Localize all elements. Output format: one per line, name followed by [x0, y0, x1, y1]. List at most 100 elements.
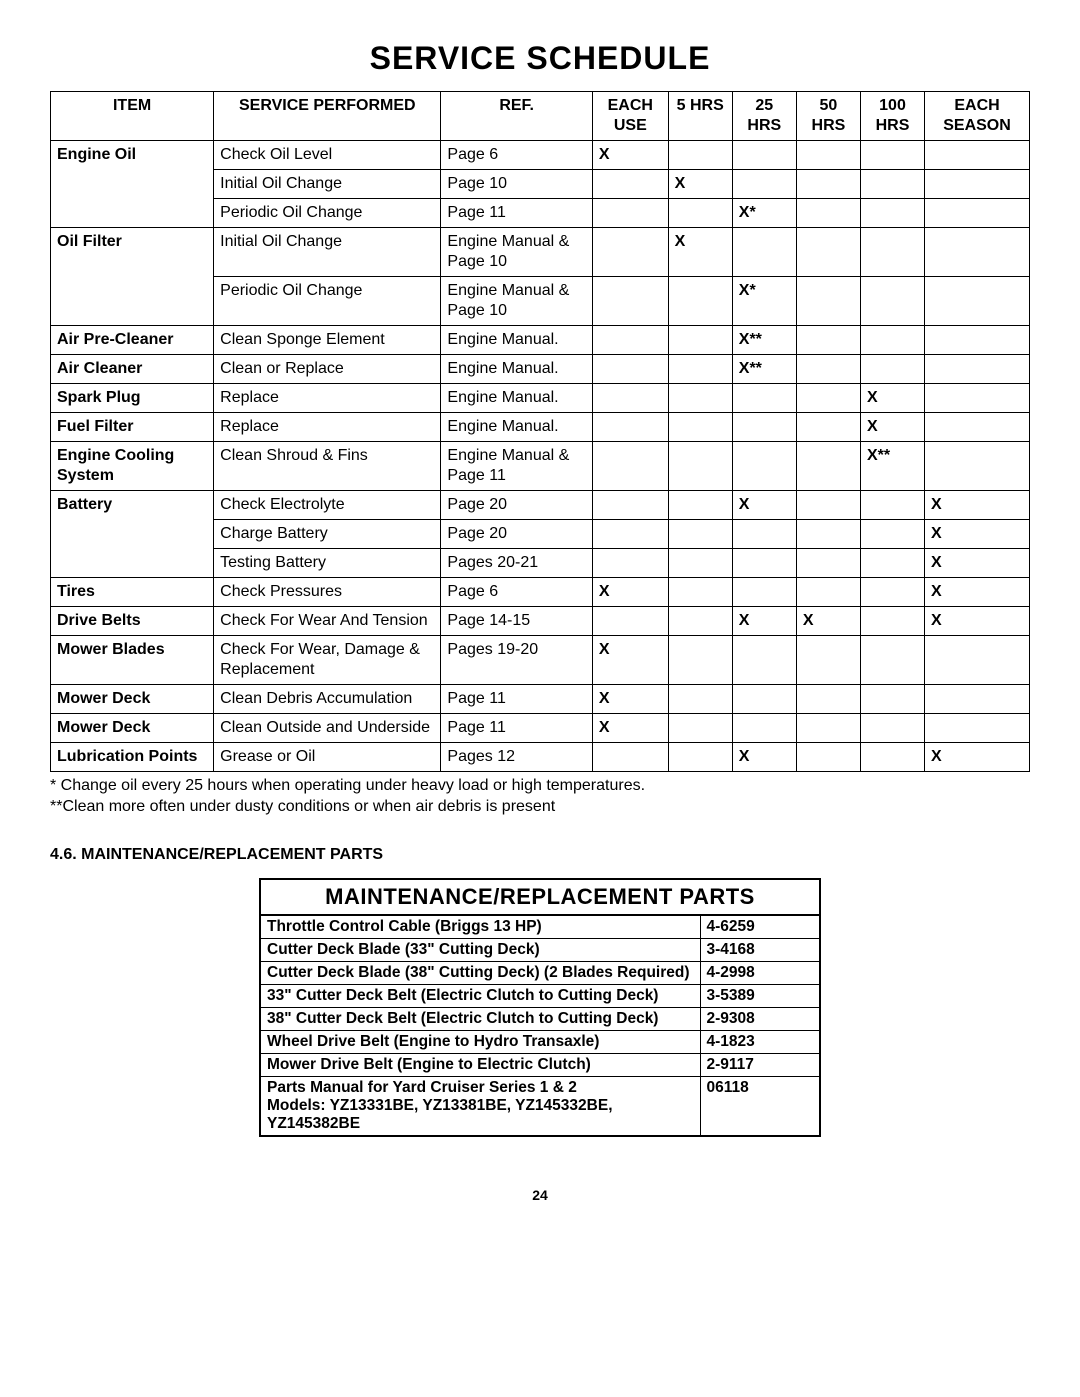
- hrs5-cell: [668, 355, 732, 384]
- service-cell: Clean Shroud & Fins: [214, 442, 441, 491]
- hrs50-cell: [796, 326, 860, 355]
- item-cell: Spark Plug: [51, 384, 214, 413]
- service-cell: Check For Wear And Tension: [214, 607, 441, 636]
- each-use-cell: [592, 199, 668, 228]
- season-cell: X: [925, 549, 1030, 578]
- hrs100-cell: [860, 355, 924, 384]
- col-each-use: EACH USE: [592, 92, 668, 141]
- ref-cell: Engine Manual & Page 10: [441, 228, 593, 277]
- table-row: Oil FilterInitial Oil ChangeEngine Manua…: [51, 228, 1030, 277]
- hrs5-cell: X: [668, 170, 732, 199]
- footnote-dblstar: **Clean more often under dusty condition…: [50, 797, 1030, 818]
- parts-row: Cutter Deck Blade (33" Cutting Deck)3-41…: [260, 938, 820, 961]
- hrs25-cell: [732, 520, 796, 549]
- table-row: TiresCheck PressuresPage 6XX: [51, 578, 1030, 607]
- item-cell: Engine Oil: [51, 141, 214, 228]
- hrs25-cell: [732, 714, 796, 743]
- each-use-cell: X: [592, 141, 668, 170]
- parts-table: MAINTENANCE/REPLACEMENT PARTS Throttle C…: [259, 878, 821, 1137]
- col-100-hrs: 100 HRS: [860, 92, 924, 141]
- each-use-cell: [592, 520, 668, 549]
- service-cell: Periodic Oil Change: [214, 199, 441, 228]
- parts-row: Parts Manual for Yard Cruiser Series 1 &…: [260, 1076, 820, 1136]
- hrs50-cell: [796, 743, 860, 772]
- col-25-hrs: 25 HRS: [732, 92, 796, 141]
- item-cell: Air Cleaner: [51, 355, 214, 384]
- hrs50-cell: [796, 636, 860, 685]
- table-row: Fuel FilterReplaceEngine Manual.X: [51, 413, 1030, 442]
- hrs5-cell: X: [668, 228, 732, 277]
- part-desc: Throttle Control Cable (Briggs 13 HP): [260, 915, 700, 939]
- hrs25-cell: X*: [732, 277, 796, 326]
- item-cell: Engine Cooling System: [51, 442, 214, 491]
- parts-row: Wheel Drive Belt (Engine to Hydro Transa…: [260, 1030, 820, 1053]
- hrs25-cell: [732, 228, 796, 277]
- hrs25-cell: [732, 442, 796, 491]
- service-cell: Testing Battery: [214, 549, 441, 578]
- service-cell: Clean Outside and Underside: [214, 714, 441, 743]
- season-cell: X: [925, 607, 1030, 636]
- part-desc: Parts Manual for Yard Cruiser Series 1 &…: [260, 1076, 700, 1136]
- service-schedule-table: ITEM SERVICE PERFORMED REF. EACH USE 5 H…: [50, 91, 1030, 772]
- hrs100-cell: [860, 743, 924, 772]
- hrs25-cell: X: [732, 607, 796, 636]
- service-cell: Clean or Replace: [214, 355, 441, 384]
- season-cell: [925, 277, 1030, 326]
- hrs25-cell: [732, 413, 796, 442]
- each-use-cell: [592, 442, 668, 491]
- table-row: Mower BladesCheck For Wear, Damage & Rep…: [51, 636, 1030, 685]
- season-cell: [925, 228, 1030, 277]
- service-cell: Check Pressures: [214, 578, 441, 607]
- each-use-cell: [592, 413, 668, 442]
- hrs100-cell: [860, 326, 924, 355]
- hrs100-cell: [860, 607, 924, 636]
- table-row: Air Pre-CleanerClean Sponge ElementEngin…: [51, 326, 1030, 355]
- hrs25-cell: X**: [732, 355, 796, 384]
- ref-cell: Page 11: [441, 199, 593, 228]
- ref-cell: Page 20: [441, 491, 593, 520]
- item-cell: Mower Deck: [51, 685, 214, 714]
- hrs100-cell: X**: [860, 442, 924, 491]
- hrs50-cell: [796, 413, 860, 442]
- hrs100-cell: [860, 228, 924, 277]
- service-cell: Periodic Oil Change: [214, 277, 441, 326]
- hrs5-cell: [668, 685, 732, 714]
- part-desc: Cutter Deck Blade (33" Cutting Deck): [260, 938, 700, 961]
- ref-cell: Page 11: [441, 714, 593, 743]
- item-cell: Mower Deck: [51, 714, 214, 743]
- hrs50-cell: [796, 355, 860, 384]
- hrs100-cell: X: [860, 413, 924, 442]
- each-use-cell: [592, 549, 668, 578]
- hrs25-cell: X**: [732, 326, 796, 355]
- item-cell: Battery: [51, 491, 214, 578]
- table-row: Air CleanerClean or ReplaceEngine Manual…: [51, 355, 1030, 384]
- hrs100-cell: [860, 277, 924, 326]
- each-use-cell: [592, 170, 668, 199]
- hrs50-cell: [796, 141, 860, 170]
- hrs5-cell: [668, 384, 732, 413]
- season-cell: [925, 199, 1030, 228]
- col-service: SERVICE PERFORMED: [214, 92, 441, 141]
- service-cell: Replace: [214, 413, 441, 442]
- parts-row: 33" Cutter Deck Belt (Electric Clutch to…: [260, 984, 820, 1007]
- hrs5-cell: [668, 442, 732, 491]
- ref-cell: Page 14-15: [441, 607, 593, 636]
- ref-cell: Engine Manual & Page 11: [441, 442, 593, 491]
- table-row: Mower DeckClean Outside and UndersidePag…: [51, 714, 1030, 743]
- hrs50-cell: [796, 685, 860, 714]
- table-row: Engine Cooling SystemClean Shroud & Fins…: [51, 442, 1030, 491]
- part-desc: Cutter Deck Blade (38" Cutting Deck) (2 …: [260, 961, 700, 984]
- season-cell: [925, 355, 1030, 384]
- season-cell: [925, 442, 1030, 491]
- hrs100-cell: X: [860, 384, 924, 413]
- service-cell: Clean Debris Accumulation: [214, 685, 441, 714]
- hrs25-cell: [732, 549, 796, 578]
- hrs100-cell: [860, 170, 924, 199]
- table-row: Spark PlugReplaceEngine Manual.X: [51, 384, 1030, 413]
- col-each-season: EACH SEASON: [925, 92, 1030, 141]
- hrs100-cell: [860, 199, 924, 228]
- each-use-cell: X: [592, 578, 668, 607]
- hrs50-cell: [796, 549, 860, 578]
- service-cell: Check Oil Level: [214, 141, 441, 170]
- hrs50-cell: [796, 199, 860, 228]
